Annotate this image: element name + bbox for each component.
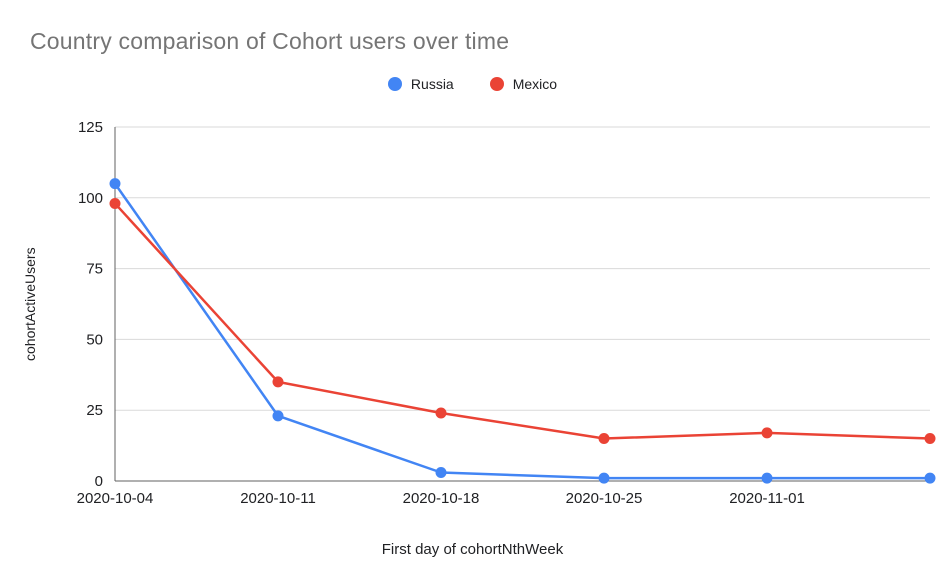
x-tick-label: 2020-10-18 bbox=[403, 490, 480, 507]
legend-dot-russia bbox=[387, 77, 402, 91]
legend: Russia Mexico bbox=[0, 76, 945, 92]
x-tick-label: 2020-10-25 bbox=[566, 490, 643, 507]
data-point-russia bbox=[435, 467, 447, 479]
x-tick-label: 2020-11-01 bbox=[729, 490, 805, 507]
y-tick-label: 125 bbox=[78, 119, 103, 136]
series-line-russia bbox=[113, 182, 930, 480]
data-point-russia bbox=[109, 178, 121, 190]
data-point-mexico bbox=[435, 407, 447, 419]
data-point-mexico bbox=[924, 433, 936, 445]
data-point-mexico bbox=[109, 197, 121, 209]
data-point-russia bbox=[924, 472, 936, 484]
data-point-mexico bbox=[598, 433, 610, 445]
legend-item-mexico: Mexico bbox=[489, 76, 558, 92]
y-tick-label: 50 bbox=[86, 331, 103, 348]
chart-title: Country comparison of Cohort users over … bbox=[30, 28, 510, 54]
legend-label: Russia bbox=[410, 76, 454, 92]
x-tick-label: 2020-10-11 bbox=[240, 490, 316, 507]
y-tick-label: 25 bbox=[86, 402, 103, 419]
data-point-russia bbox=[598, 472, 610, 484]
y-tick-label: 0 bbox=[95, 473, 103, 490]
x-tick-label: 2020-10-04 bbox=[77, 490, 154, 507]
y-tick-label: 75 bbox=[86, 261, 103, 278]
y-axis-title: cohortActiveUsers bbox=[22, 247, 38, 361]
legend-label: Mexico bbox=[512, 76, 558, 92]
y-tick-label: 100 bbox=[78, 190, 103, 207]
legend-item-russia: Russia bbox=[387, 76, 454, 92]
series-line-mexico bbox=[114, 202, 931, 440]
data-point-russia bbox=[272, 410, 284, 422]
data-point-russia bbox=[761, 472, 773, 484]
data-point-mexico bbox=[761, 427, 773, 439]
legend-dot-mexico bbox=[489, 77, 504, 91]
x-axis-title: First day of cohortNthWeek bbox=[381, 541, 564, 558]
data-point-mexico bbox=[272, 376, 284, 388]
